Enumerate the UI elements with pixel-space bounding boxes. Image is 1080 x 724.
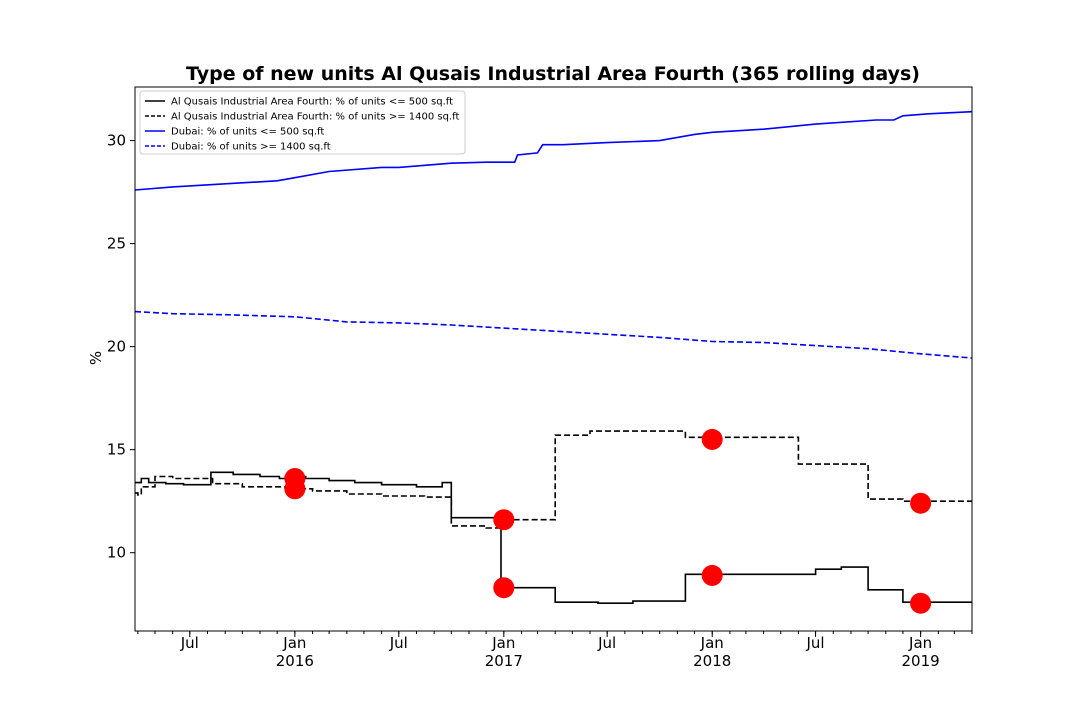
y-axis-label: % — [87, 351, 105, 365]
x-tick-year-label: 2019 — [902, 652, 940, 670]
x-tick-label: Jan — [908, 634, 932, 652]
highlight-marker — [701, 564, 723, 586]
y-tick-label: 30 — [107, 132, 126, 150]
legend-label: Al Qusais Industrial Area Fourth: % of u… — [171, 97, 453, 108]
plot-frame — [134, 86, 973, 632]
x-tick-label: Jul — [806, 634, 825, 652]
y-tick-label: 25 — [107, 235, 126, 253]
chart-title: Type of new units Al Qusais Industrial A… — [186, 63, 920, 85]
legend-label: Al Qusais Industrial Area Fourth: % of u… — [171, 112, 459, 123]
highlight-marker — [493, 509, 515, 531]
series-line-1 — [135, 471, 972, 604]
x-tick-year-label: 2016 — [276, 652, 314, 670]
x-tick-year-label: 2018 — [693, 652, 731, 670]
legend-label: Dubai: % of units <= 500 sq.ft — [171, 127, 324, 138]
series-line-3 — [135, 110, 972, 191]
x-tick-label: Jul — [389, 634, 408, 652]
x-tick-label: Jan — [491, 634, 515, 652]
legend-box — [139, 90, 466, 155]
series-line-2 — [135, 430, 972, 529]
x-tick-label: Jan — [700, 634, 724, 652]
y-tick-label: 20 — [107, 338, 126, 356]
y-tick-label: 10 — [107, 544, 126, 562]
highlight-marker — [701, 428, 723, 450]
highlight-marker — [493, 577, 515, 599]
highlight-marker — [910, 592, 932, 614]
highlight-marker — [910, 492, 932, 514]
series-line-4 — [135, 310, 972, 359]
x-tick-label: Jul — [597, 634, 616, 652]
x-tick-label: Jul — [180, 634, 199, 652]
x-tick-label: Jan — [282, 634, 306, 652]
x-tick-year-label: 2017 — [485, 652, 523, 670]
y-tick-label: 15 — [107, 441, 126, 459]
highlight-marker — [284, 478, 306, 500]
legend-label: Dubai: % of units >= 1400 sq.ft — [171, 142, 331, 153]
plot-area — [135, 110, 972, 614]
